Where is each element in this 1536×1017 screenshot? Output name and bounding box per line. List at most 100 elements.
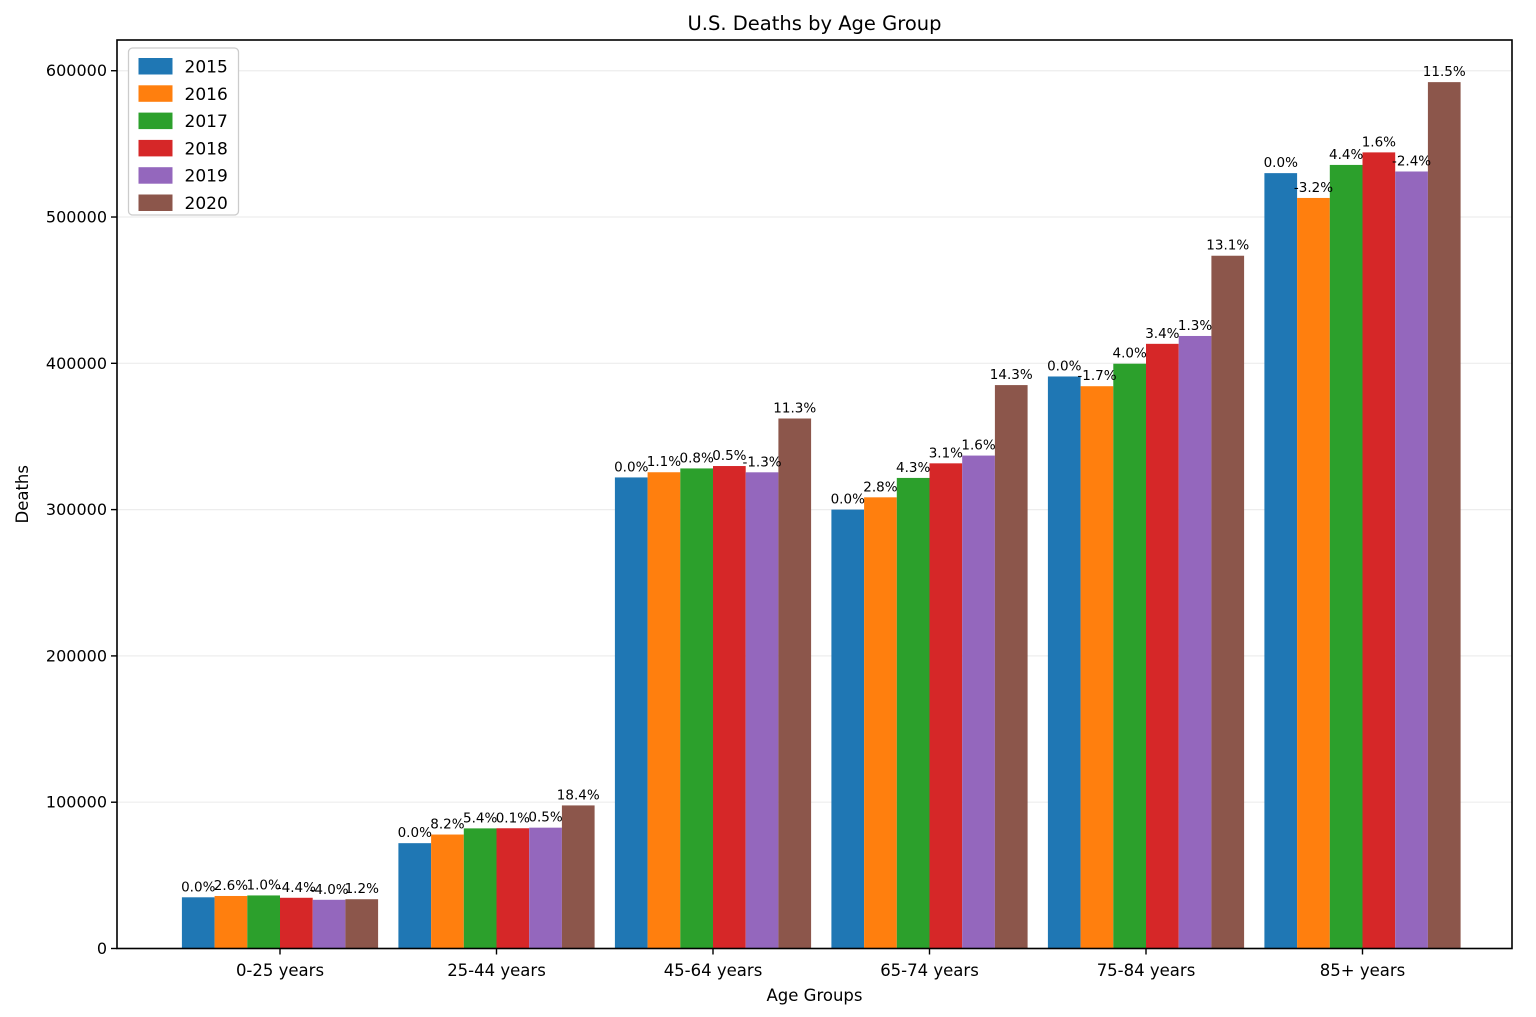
bar-2015-0-25-years [181, 897, 215, 949]
bar-2018-0-25-years [280, 897, 313, 949]
bar-label: -4.0% [309, 882, 348, 898]
bar-label: 0.0% [1264, 155, 1298, 171]
bar-label: 1.6% [1362, 134, 1396, 150]
bar-label: 2.8% [863, 479, 897, 495]
bar-2015-65-74-years [831, 509, 865, 949]
bar-2020-45-64-years [778, 418, 812, 949]
legend-swatch-2017 [138, 112, 173, 130]
bar-2015-45-64-years [614, 477, 648, 949]
bar-label: 1.3% [1178, 318, 1212, 334]
bar-2015-85+-years [1264, 173, 1298, 949]
bar-label: -2.4% [1392, 153, 1431, 169]
y-tick-label: 400000 [46, 354, 107, 373]
bar-label: 11.5% [1423, 64, 1466, 80]
bar-label: 13.1% [1206, 238, 1249, 254]
bar-2019-65-74-years [962, 455, 995, 949]
bar-label: 3.1% [929, 445, 963, 461]
bar-label: -1.7% [1077, 368, 1116, 384]
legend-swatch-2016 [138, 85, 173, 102]
bar-2018-75-84-years [1146, 343, 1179, 949]
bar-label: -1.3% [742, 454, 781, 470]
bar-2020-65-74-years [994, 385, 1028, 949]
bar-label: -4.4% [277, 880, 316, 896]
bar-2019-0-25-years [312, 899, 346, 949]
bar-2018-25-44-years [496, 828, 530, 949]
bar-2019-85+-years [1395, 171, 1428, 949]
bar-2016-75-84-years [1080, 386, 1114, 949]
y-tick-label: 200000 [46, 646, 107, 665]
bar-2017-0-25-years [247, 895, 280, 949]
bar-label: 2.6% [214, 878, 248, 894]
bar-2020-25-44-years [561, 805, 595, 949]
bar-label: 1.0% [246, 877, 280, 893]
bar-2018-85+-years [1362, 152, 1396, 949]
bar-2016-85+-years [1297, 197, 1330, 949]
x-tick-label: 45-64 years [664, 961, 763, 980]
bar-label: 1.6% [961, 438, 995, 454]
x-tick-label: 75-84 years [1097, 961, 1196, 980]
bar-2017-85+-years [1329, 164, 1363, 949]
y-tick-label: 0 [97, 939, 107, 958]
bar-label: 5.4% [463, 810, 497, 826]
bar-label: 0.1% [496, 810, 530, 826]
bar-label: 0.5% [528, 810, 562, 826]
bar-label: 11.3% [773, 400, 816, 416]
x-tick-label: 0-25 years [236, 961, 324, 980]
legend-label-2020: 2020 [185, 194, 228, 214]
bar-2015-75-84-years [1047, 376, 1081, 949]
x-tick-label: 85+ years [1320, 961, 1405, 980]
bar-2018-65-74-years [929, 463, 963, 949]
legend-swatch-2018 [138, 139, 173, 157]
bar-label: 0.0% [614, 459, 648, 475]
x-tick-label: 25-44 years [447, 961, 546, 980]
bar-2019-45-64-years [745, 472, 779, 949]
x-tick-label: 65-74 years [880, 961, 979, 980]
chart-title: U.S. Deaths by Age Group [688, 12, 942, 35]
legend-label-2017: 2017 [185, 112, 228, 132]
y-tick-label: 300000 [46, 500, 107, 519]
bar-label: 0.0% [831, 492, 865, 508]
bar-label: 0.8% [679, 450, 713, 466]
legend-swatch-2015 [138, 58, 173, 75]
bar-2016-0-25-years [214, 895, 248, 949]
axes-spines [116, 39, 1513, 950]
legend-label-2019: 2019 [185, 167, 228, 187]
bar-label: 3.4% [1145, 326, 1179, 342]
bar-2017-25-44-years [463, 828, 497, 949]
legend-swatch-2019 [138, 167, 173, 184]
bar-label: 4.3% [896, 460, 930, 476]
bar-label: -3.2% [1294, 180, 1333, 196]
bar-2019-75-84-years [1178, 335, 1212, 949]
bar-2017-45-64-years [680, 468, 713, 949]
y-tick-label: 100000 [46, 793, 107, 812]
bar-label: 4.4% [1329, 147, 1363, 163]
bar-label: 1.1% [647, 454, 681, 470]
x-axis-label: Age Groups [767, 986, 863, 1005]
bar-label: 18.4% [557, 787, 600, 803]
bar-2016-45-64-years [647, 472, 681, 949]
bar-label: 0.0% [181, 879, 215, 895]
bar-label: 4.0% [1112, 346, 1146, 362]
legend-label-2016: 2016 [185, 85, 228, 105]
bar-2019-25-44-years [529, 827, 562, 949]
bar-label: 8.2% [430, 817, 464, 833]
y-tick-label: 500000 [46, 208, 107, 227]
bar-2018-45-64-years [713, 466, 746, 949]
y-tick-label: 600000 [46, 61, 107, 80]
bar-2020-85+-years [1427, 82, 1461, 949]
legend-label-2015: 2015 [185, 58, 228, 78]
legend-label-2018: 2018 [185, 139, 228, 159]
bar-label: 0.5% [712, 448, 746, 464]
bar-2017-65-74-years [896, 477, 930, 949]
bar-2016-25-44-years [431, 834, 464, 949]
bar-label: 14.3% [990, 367, 1033, 383]
bar-label: 0.0% [398, 825, 432, 841]
bar-2020-0-25-years [345, 899, 379, 949]
bar-2017-75-84-years [1113, 363, 1146, 949]
bar-label: 1.2% [345, 881, 379, 897]
bar-2015-25-44-years [398, 843, 432, 949]
bar-2020-75-84-years [1211, 255, 1245, 949]
bar-label: 0.0% [1047, 358, 1081, 374]
